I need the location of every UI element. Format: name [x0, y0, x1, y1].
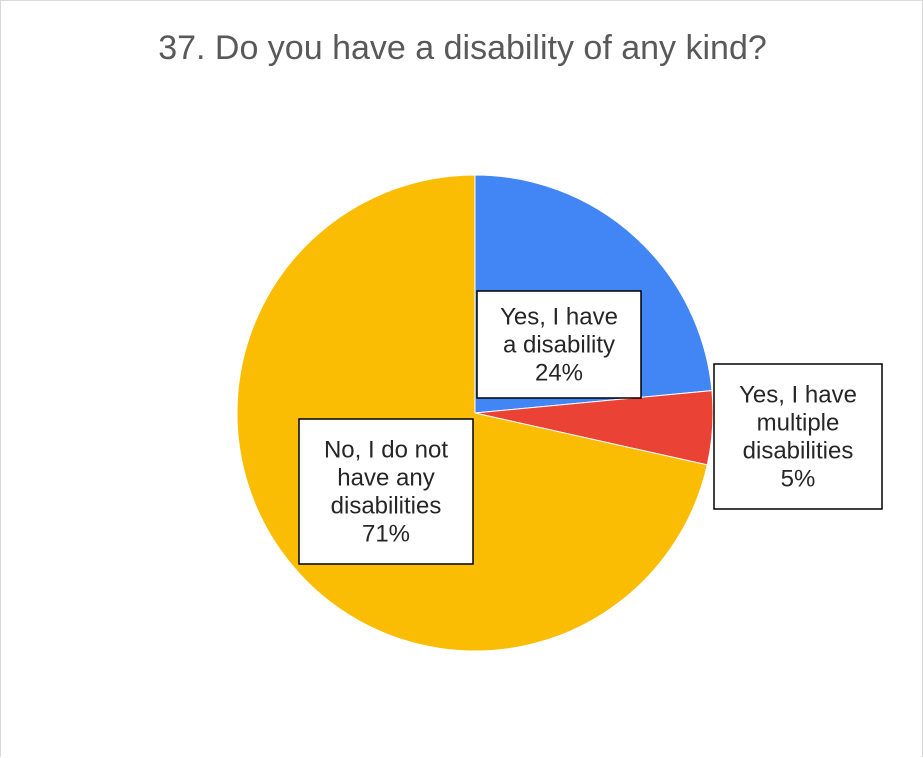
- data-label-line: Yes, I have: [739, 381, 857, 408]
- data-label-line: multiple: [757, 409, 840, 436]
- data-label-box: [476, 290, 642, 399]
- data-label-box: [713, 363, 883, 510]
- data-label-line: a disability: [503, 331, 615, 358]
- data-label-percent: 24%: [535, 359, 583, 386]
- data-label-line: disabilities: [331, 492, 442, 519]
- data-label-line: have any: [337, 464, 434, 491]
- data-label-line: disabilities: [743, 437, 854, 464]
- data-label-box: [298, 418, 474, 565]
- data-label-percent: 71%: [362, 520, 410, 547]
- data-label-line: No, I do not: [324, 436, 448, 463]
- data-label-line: Yes, I have: [500, 303, 618, 330]
- data-label-percent: 5%: [781, 465, 816, 492]
- pie-slices: [236, 174, 714, 652]
- chart-title: 37. Do you have a disability of any kind…: [158, 29, 767, 67]
